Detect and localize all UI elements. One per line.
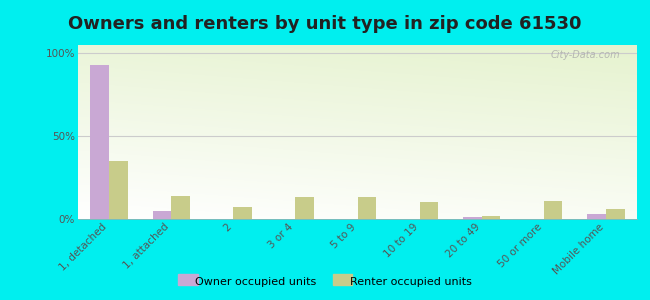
Bar: [90, 65, 109, 219]
Bar: [358, 197, 376, 219]
Text: City-Data.com: City-Data.com: [551, 50, 620, 60]
Text: Owners and renters by unit type in zip code 61530: Owners and renters by unit type in zip c…: [68, 15, 582, 33]
Bar: [482, 216, 500, 219]
Bar: [463, 217, 482, 219]
Bar: [233, 207, 252, 219]
Bar: [153, 211, 171, 219]
Bar: [295, 197, 314, 219]
Bar: [420, 202, 438, 219]
Bar: [606, 209, 625, 219]
Bar: [544, 201, 562, 219]
Bar: [109, 161, 127, 219]
Bar: [588, 214, 606, 219]
Bar: [171, 196, 190, 219]
Legend: Owner occupied units, Renter occupied units: Owner occupied units, Renter occupied un…: [174, 272, 476, 291]
